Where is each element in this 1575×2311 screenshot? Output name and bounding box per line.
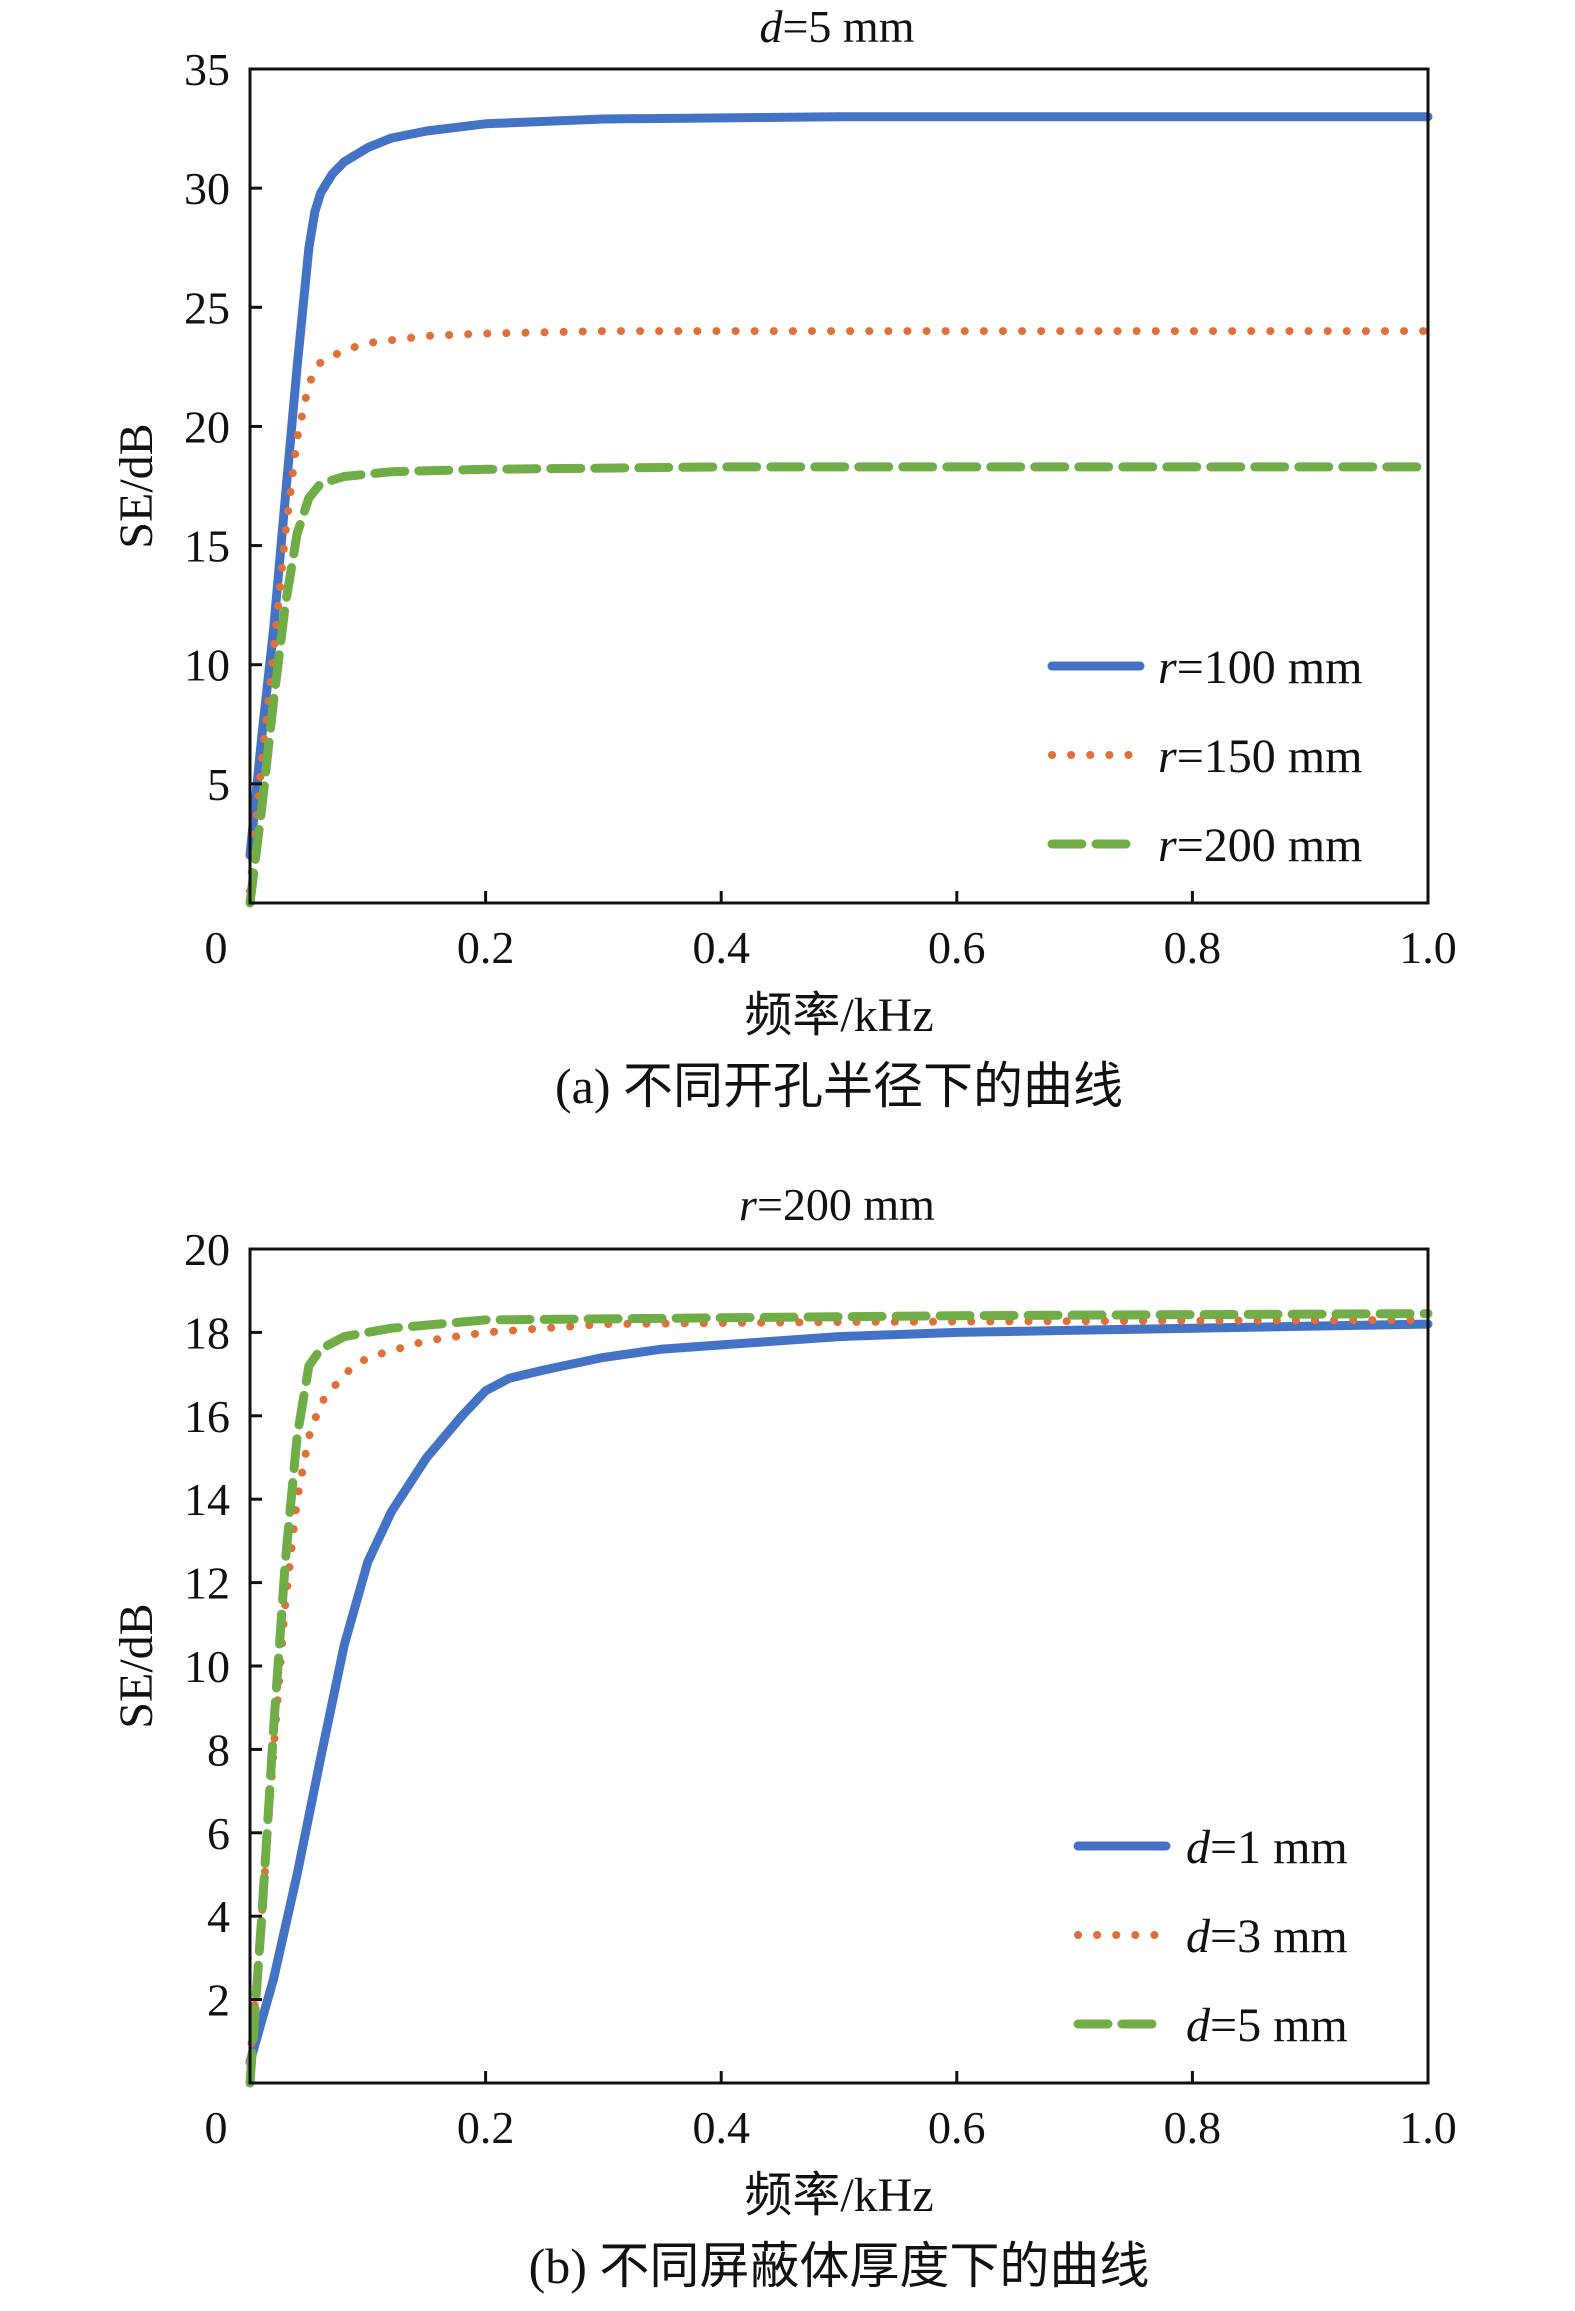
x-tick-label: 0.4 (692, 2102, 750, 2153)
x-tick-label: 0.8 (1164, 922, 1222, 973)
y-axis-label: SE/dB (110, 423, 163, 548)
y-tick-label: 10 (184, 640, 230, 691)
x-tick-label: 0.8 (1164, 2102, 1222, 2153)
y-tick-label: 12 (184, 1558, 230, 1609)
legend-label: d=5 mm (1186, 1999, 1348, 2052)
x-tick-label: 0.6 (928, 2102, 986, 2153)
y-tick-label: 8 (207, 1724, 230, 1775)
legend-label: r=150 mm (1158, 730, 1362, 783)
y-axis-label: SE/dB (110, 1603, 163, 1728)
y-tick-label: 6 (207, 1808, 230, 1859)
series-line-dotted (246, 327, 1432, 896)
series-line-dashed (245, 462, 1433, 908)
x-origin-label: 0 (205, 922, 228, 973)
x-tick-label: 0.4 (692, 922, 750, 973)
y-tick-label: 4 (207, 1891, 230, 1942)
y-tick-label: 18 (184, 1307, 230, 1358)
legend-label: d=1 mm (1186, 1821, 1348, 1874)
plot-area (245, 1309, 1433, 2088)
chart-title: d=5 mm (759, 1, 914, 52)
axis-ticks: 0.2 0.4 0.6 0.8 1.0 0 2 4 6 8 10 12 14 16 18 20 (184, 1224, 1457, 2153)
chart-title: r=200 mm (739, 1179, 935, 1230)
y-tick-label: 25 (184, 282, 230, 333)
x-tick-label: 0.2 (457, 2102, 515, 2153)
figure-caption: (b) 不同屏蔽体厚度下的曲线 (529, 2238, 1150, 2294)
figure-caption: (a) 不同开孔半径下的曲线 (555, 1058, 1123, 1114)
x-tick-label: 1.0 (1399, 2102, 1457, 2153)
y-tick-label: 5 (207, 759, 230, 810)
x-axis-label: 频率/kHz (744, 2169, 933, 2222)
legend: d=1 mm d=3 mm d=5 mm (1073, 1821, 1348, 2052)
y-tick-label: 30 (184, 163, 230, 214)
x-tick-label: 1.0 (1399, 922, 1457, 973)
y-tick-label: 20 (184, 1224, 230, 1275)
legend-label: r=100 mm (1158, 641, 1362, 694)
y-tick-label: 10 (184, 1641, 230, 1692)
axis-ticks: 0.2 0.4 0.6 0.8 1.0 0 5 10 15 20 25 30 35 (184, 44, 1457, 973)
y-tick-label: 15 (184, 521, 230, 572)
y-tick-label: 20 (184, 401, 230, 452)
x-axis-label: 频率/kHz (744, 989, 933, 1042)
legend: r=100 mm r=150 mm r=200 mm (1047, 641, 1362, 872)
y-tick-label: 14 (184, 1474, 230, 1525)
series-line-dashed (245, 1309, 1433, 2088)
plot-frame (248, 67, 1430, 905)
series-line-solid (245, 112, 1433, 860)
x-tick-label: 0.6 (928, 922, 986, 973)
series-line-solid (245, 1319, 1433, 2067)
legend-label: d=3 mm (1186, 1910, 1348, 1963)
plot-area (245, 112, 1433, 908)
chart-panel-a: d=5 mm 0.2 0.4 0.6 0.8 1.0 0 5 10 15 20 25 30 35 频率/… (110, 1, 1457, 1114)
x-origin-label: 0 (205, 2102, 228, 2153)
y-tick-label: 2 (207, 1975, 230, 2026)
x-tick-label: 0.2 (457, 922, 515, 973)
y-tick-label: 16 (184, 1391, 230, 1442)
chart-panel-b: r=200 mm 0.2 0.4 0.6 0.8 1.0 0 2 4 6 8 10 12 14 16 18 2… (110, 1179, 1457, 2294)
legend-label: r=200 mm (1158, 819, 1362, 872)
y-tick-label: 35 (184, 44, 230, 95)
